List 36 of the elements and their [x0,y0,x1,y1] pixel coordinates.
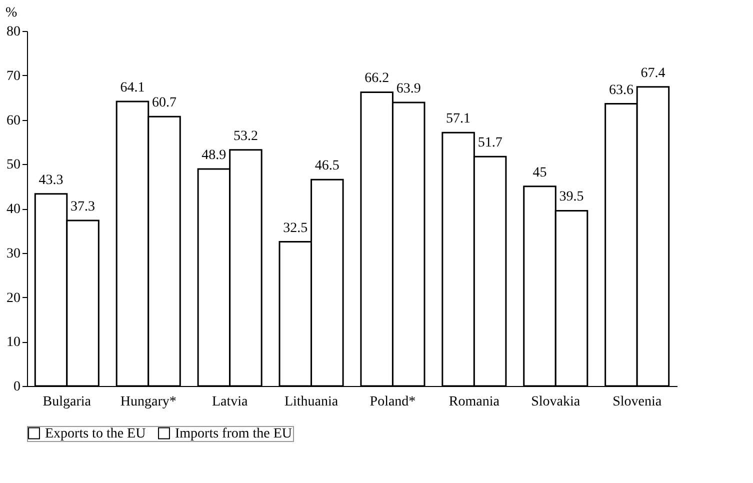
legend-label: Imports from the EU [175,426,292,442]
y-tick-label: 10 [6,335,20,350]
x-tick-label: Slovenia [612,394,662,410]
legend-label: Exports to the EU [45,426,146,442]
x-tick-label: Slovakia [531,394,581,410]
x-tick-label: Bulgaria [42,394,92,410]
data-label: 60.7 [152,96,176,111]
x-tick-label: Poland* [370,394,416,410]
data-label: 46.5 [314,158,340,174]
data-label: 45 [532,165,547,180]
data-label: 53.2 [233,128,258,144]
y-tick-label: 20 [6,290,20,306]
data-label: 64.1 [120,80,145,96]
data-label: 48.9 [202,148,226,164]
y-tick-label: 60 [6,113,20,128]
data-label: 63.6 [608,82,634,98]
y-tick-label: 40 [6,202,20,217]
data-label: 66.2 [364,71,390,86]
data-label: 57.1 [446,112,471,127]
x-tick-label: Latvia [212,394,248,410]
data-label: 51.7 [478,136,502,151]
y-tick-label: 70 [6,68,20,84]
y-axis-title: % [6,6,18,20]
x-tick-label: Hungary* [120,394,176,410]
data-label: 67.4 [640,66,666,81]
data-label: 37.3 [70,199,96,214]
y-tick-label: 30 [6,246,20,262]
y-tick-label: 80 [6,24,20,40]
x-tick-label: Romania [448,394,500,410]
y-tick-label: 50 [6,158,20,173]
data-label: 32.5 [283,220,308,236]
data-label: 39.5 [559,190,584,205]
x-tick-label: Lithuania [284,394,339,410]
data-label: 43.3 [38,172,64,188]
y-tick-label: 0 [14,380,20,394]
data-label: 63.9 [396,81,421,96]
